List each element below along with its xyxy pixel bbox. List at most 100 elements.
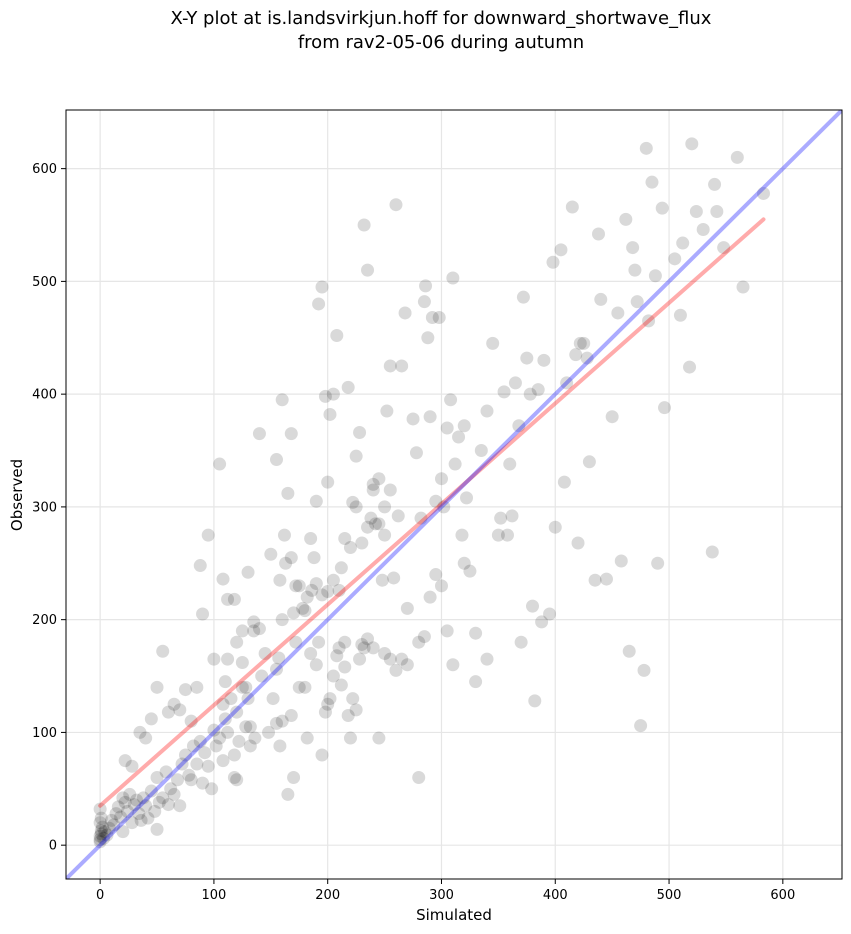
x-axis-label: Simulated	[416, 906, 492, 924]
data-point	[463, 564, 477, 578]
x-tick-label: 100	[202, 888, 227, 903]
data-point	[710, 204, 724, 218]
data-point	[565, 200, 579, 214]
data-point	[315, 588, 329, 602]
data-point	[116, 791, 130, 805]
x-axis-ticks: 0 100 200 300 400 500 600	[96, 879, 795, 903]
data-point	[94, 811, 108, 825]
grid	[66, 110, 842, 879]
data-point	[588, 573, 602, 587]
data-point	[178, 748, 192, 762]
y-tick-label: 400	[32, 388, 57, 403]
data-point	[423, 590, 437, 604]
data-point	[573, 336, 587, 350]
data-point	[330, 649, 344, 663]
data-point	[457, 556, 471, 570]
data-point	[642, 314, 656, 328]
data-point	[193, 559, 207, 573]
data-point	[696, 223, 710, 237]
data-point	[224, 692, 238, 706]
data-point	[689, 204, 703, 218]
data-point	[756, 186, 770, 200]
data-point	[429, 494, 443, 508]
data-point	[150, 680, 164, 694]
data-point	[182, 768, 196, 782]
data-point	[221, 652, 235, 666]
data-point	[125, 759, 139, 773]
data-point	[221, 592, 235, 606]
data-point	[505, 509, 519, 523]
data-point	[434, 579, 448, 593]
data-point	[514, 635, 528, 649]
data-point	[730, 150, 744, 164]
data-point	[269, 716, 283, 730]
data-point	[118, 795, 132, 809]
data-point	[655, 201, 669, 215]
data-point	[419, 279, 433, 293]
data-point	[395, 359, 409, 373]
data-point	[605, 410, 619, 424]
data-point	[275, 393, 289, 407]
data-point	[94, 824, 108, 838]
data-point	[432, 310, 446, 324]
data-point	[355, 536, 369, 550]
data-point	[198, 746, 212, 760]
data-point	[357, 641, 371, 655]
x-tick-label: 200	[315, 888, 340, 903]
data-point	[321, 697, 335, 711]
data-point	[497, 385, 511, 399]
data-point	[548, 520, 562, 534]
data-point	[357, 218, 371, 232]
data-point	[717, 241, 731, 255]
data-point	[380, 404, 394, 418]
data-point	[577, 336, 591, 350]
data-point	[323, 692, 337, 706]
data-point	[213, 731, 227, 745]
data-point	[144, 712, 158, 726]
data-point	[705, 545, 719, 559]
data-point	[269, 453, 283, 467]
data-point	[252, 427, 266, 441]
data-point	[389, 198, 403, 212]
data-point	[309, 494, 323, 508]
data-point	[116, 825, 130, 839]
data-point	[304, 646, 318, 660]
data-point	[326, 387, 340, 401]
data-point	[349, 703, 363, 717]
data-point	[429, 568, 443, 582]
data-point	[94, 827, 108, 841]
data-point	[346, 495, 360, 509]
data-point	[134, 813, 148, 827]
data-point	[247, 624, 261, 638]
data-point	[196, 776, 210, 790]
data-point	[312, 635, 326, 649]
data-point	[334, 561, 348, 575]
data-point	[338, 531, 352, 545]
data-point	[275, 613, 289, 627]
data-point	[139, 799, 153, 813]
y-tick-label: 0	[49, 839, 57, 854]
data-point	[321, 475, 335, 489]
data-point	[312, 297, 326, 311]
data-point	[148, 804, 162, 818]
data-point	[258, 646, 272, 660]
data-point	[196, 607, 210, 621]
data-point	[230, 705, 244, 719]
data-point	[639, 141, 653, 155]
data-point	[440, 624, 454, 638]
data-point	[284, 427, 298, 441]
data-point	[400, 601, 414, 615]
data-point	[93, 835, 107, 849]
data-point	[100, 828, 114, 842]
data-point	[332, 641, 346, 655]
chart-title-line2: from rav2-05-06 during autumn	[298, 32, 584, 53]
data-point	[338, 635, 352, 649]
data-point	[277, 528, 291, 542]
data-point	[537, 353, 551, 367]
data-point	[637, 663, 651, 677]
data-point	[281, 486, 295, 500]
data-point	[186, 739, 200, 753]
data-point	[318, 705, 332, 719]
data-point	[205, 782, 219, 796]
data-point	[221, 725, 235, 739]
